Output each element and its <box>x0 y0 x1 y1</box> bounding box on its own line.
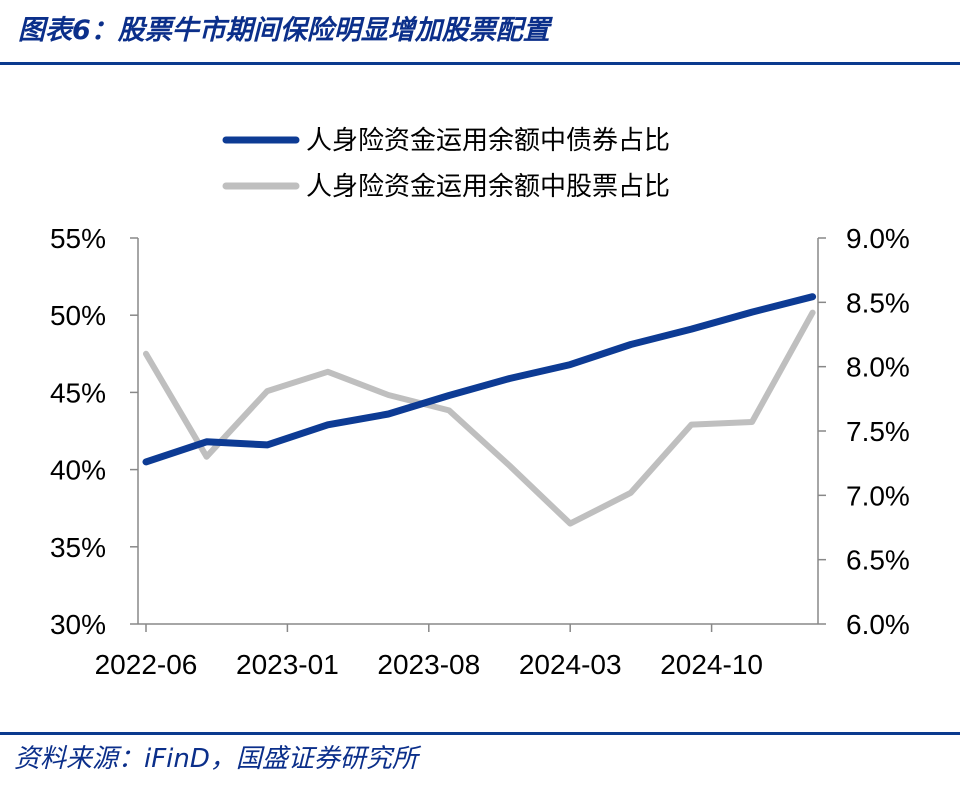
x-tick-label: 2023-08 <box>377 649 480 680</box>
right-tick-label: 7.0% <box>846 480 910 511</box>
x-tick-label: 2024-10 <box>660 649 763 680</box>
source-note: 资料来源：iFinD，国盛证券研究所 <box>14 744 418 774</box>
axes: 30% 35% 40% 45% 50% 55% 6.0% 6.5% 7.0% 7.5% 8.0% 8.… <box>50 223 910 680</box>
top-rule <box>0 62 960 65</box>
bond-share-line <box>142 293 817 466</box>
x-tick-label: 2024-03 <box>519 649 622 680</box>
legend-label-bond: 人身险资金运用余额中债券占比 <box>306 126 670 156</box>
x-tick-label: 2023-01 <box>236 649 339 680</box>
stock-share-line <box>143 309 816 527</box>
right-tick-label: 6.0% <box>846 609 910 640</box>
right-tick-label: 6.5% <box>846 545 910 576</box>
right-tick-label: 8.0% <box>846 352 910 383</box>
left-tick-label: 45% <box>50 377 106 408</box>
left-tick-label: 50% <box>50 300 106 331</box>
series-layer <box>142 293 817 527</box>
left-tick-label: 30% <box>50 609 106 640</box>
x-tick-label: 2022-06 <box>95 649 198 680</box>
left-tick-label: 35% <box>50 532 106 563</box>
legend-label-stock: 人身险资金运用余额中股票占比 <box>306 172 670 202</box>
bottom-rule <box>0 732 960 735</box>
right-tick-label: 8.5% <box>846 287 910 318</box>
right-tick-label: 7.5% <box>846 416 910 447</box>
right-tick-label: 9.0% <box>846 223 910 254</box>
left-tick-label: 55% <box>50 223 106 254</box>
left-tick-label: 40% <box>50 455 106 486</box>
figure-title: 图表6：股票牛市期间保险明显增加股票配置 <box>18 15 550 46</box>
